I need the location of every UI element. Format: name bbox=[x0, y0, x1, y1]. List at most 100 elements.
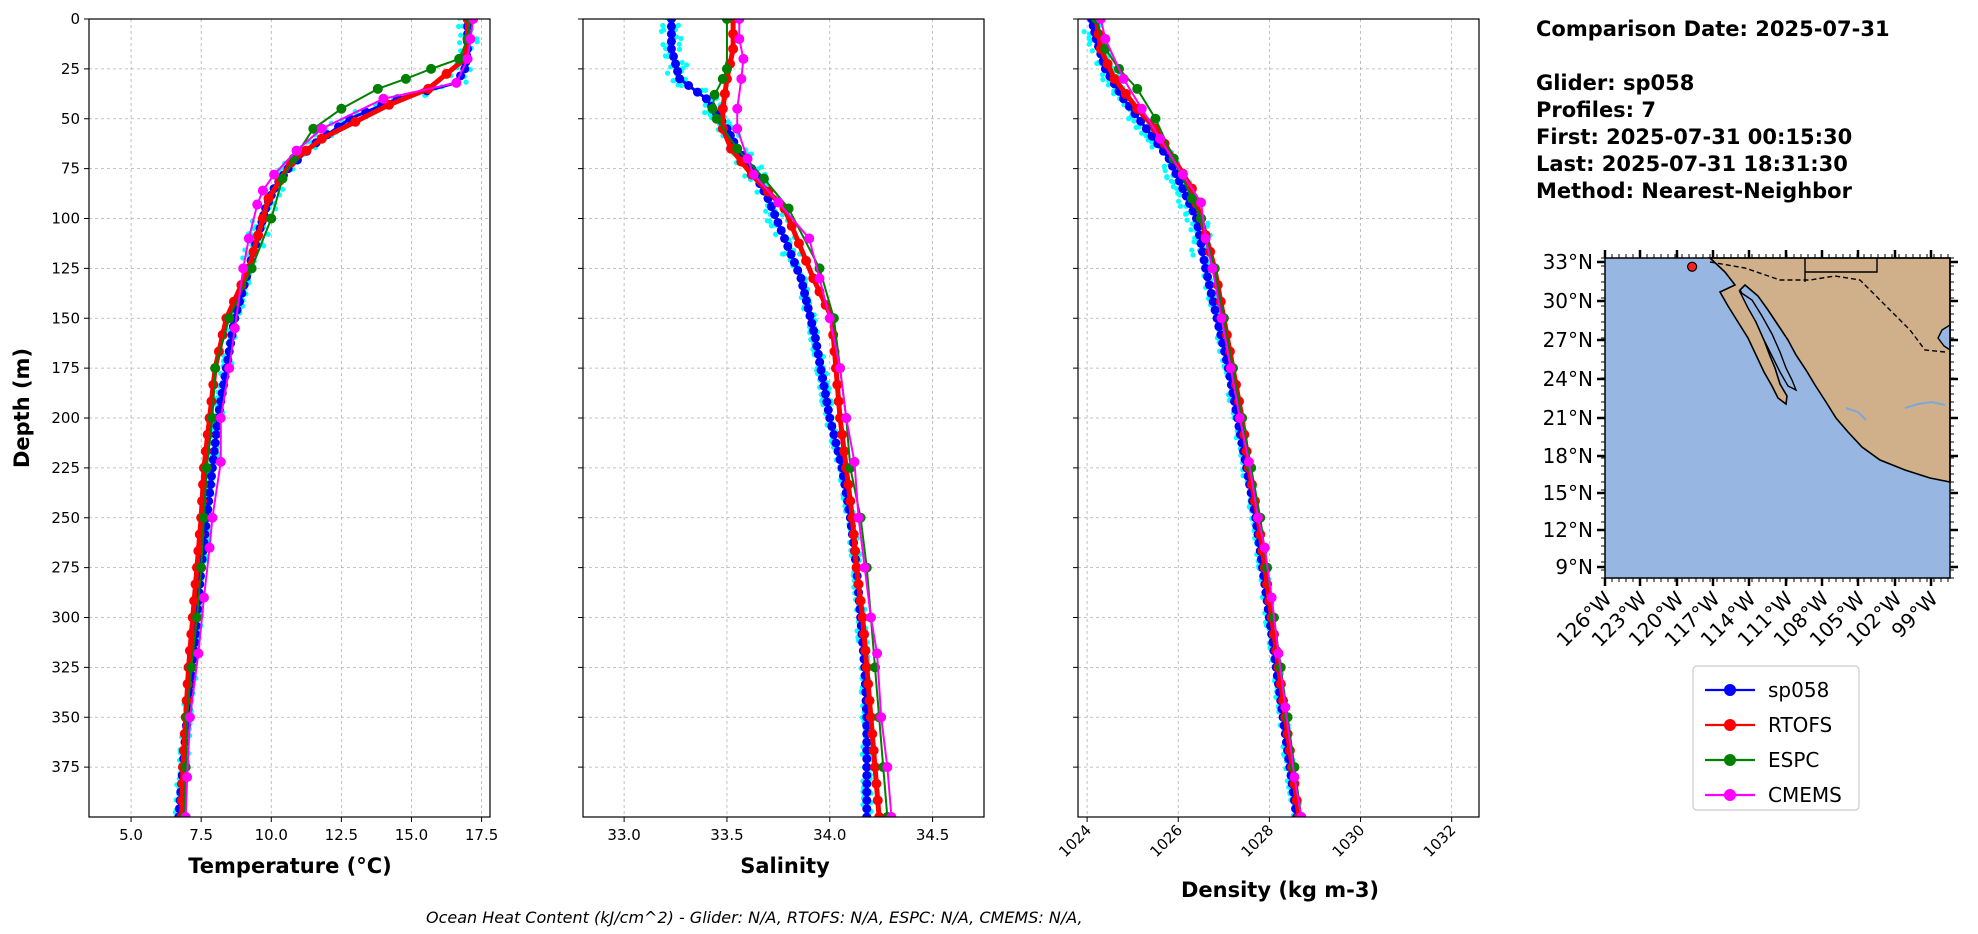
map-lat-label: 9°N bbox=[1555, 555, 1593, 579]
series-marker-rtofs bbox=[863, 679, 874, 689]
series-marker-sp058 bbox=[801, 296, 811, 306]
series-marker-sp058 bbox=[776, 225, 786, 235]
series-marker-espc bbox=[198, 512, 209, 523]
map-lat-label: 21°N bbox=[1543, 406, 1593, 430]
series-marker-sp058 bbox=[862, 787, 872, 797]
glider-name: Glider: sp058 bbox=[1536, 71, 1694, 95]
series-marker-rtofs bbox=[861, 662, 872, 673]
series-marker-rtofs bbox=[301, 145, 312, 156]
series-marker-espc bbox=[191, 612, 202, 623]
x-tick-label: 33.5 bbox=[710, 826, 743, 844]
series-marker-sp058 bbox=[668, 51, 678, 61]
y-tick-label: 250 bbox=[51, 509, 80, 527]
series-marker-cmems bbox=[198, 592, 209, 603]
series-marker-sp058 bbox=[1178, 184, 1188, 194]
glider-observation-point bbox=[457, 19, 462, 21]
series-marker-sp058 bbox=[208, 455, 218, 465]
glider-observation-point bbox=[1164, 175, 1170, 181]
series-marker-espc bbox=[180, 762, 191, 773]
series-marker-rtofs bbox=[253, 230, 264, 241]
series-marker-cmems bbox=[316, 123, 327, 134]
series-marker-rtofs bbox=[839, 446, 850, 457]
series-marker-cmems bbox=[734, 19, 745, 24]
y-tick-label: 200 bbox=[51, 409, 80, 427]
series-marker-cmems bbox=[193, 648, 204, 659]
glider-observation-point bbox=[1177, 192, 1183, 198]
series-marker-sp058 bbox=[1199, 255, 1209, 265]
y-tick-label: 350 bbox=[51, 708, 80, 726]
series-marker-cmems bbox=[734, 33, 745, 44]
series-marker-espc bbox=[1186, 193, 1197, 204]
series-marker-rtofs bbox=[837, 429, 848, 440]
series-marker-cmems bbox=[1296, 812, 1307, 817]
comparison-date: Comparison Date: 2025-07-31 bbox=[1536, 17, 1890, 41]
glider-observation-point bbox=[1081, 28, 1087, 35]
series-marker-sp058 bbox=[701, 94, 711, 104]
series-marker-espc bbox=[308, 123, 319, 134]
series-marker-sp058 bbox=[796, 273, 806, 283]
glider-observation-point bbox=[1133, 124, 1139, 131]
series-marker-sp058 bbox=[673, 66, 683, 76]
series-marker-rtofs bbox=[871, 778, 882, 789]
glider-observation-point bbox=[702, 109, 708, 116]
series-marker-rtofs bbox=[857, 612, 868, 623]
glider-observation-point bbox=[660, 22, 666, 29]
series-marker-espc bbox=[1150, 113, 1161, 124]
y-tick-label: 275 bbox=[51, 559, 80, 577]
series-marker-rtofs bbox=[728, 43, 739, 54]
series-marker-espc bbox=[732, 143, 743, 154]
x-tick-label: 12.5 bbox=[325, 826, 358, 844]
series-marker-rtofs bbox=[855, 595, 866, 606]
series-marker-cmems bbox=[204, 542, 215, 553]
map-lat-label: 15°N bbox=[1543, 481, 1593, 505]
series-marker-cmems bbox=[1266, 592, 1277, 603]
series-marker-rtofs bbox=[793, 238, 804, 249]
glider-observation-point bbox=[703, 87, 709, 93]
series-marker-cmems bbox=[882, 762, 893, 773]
y-tick-label: 0 bbox=[70, 10, 80, 28]
glider-observation-point bbox=[1131, 118, 1137, 124]
glider-observation-point bbox=[1139, 130, 1145, 136]
series-marker-espc bbox=[709, 89, 720, 100]
series-marker-sp058 bbox=[1210, 305, 1220, 315]
series-marker-sp058 bbox=[770, 210, 780, 220]
glider-observation-point bbox=[1189, 247, 1195, 253]
map-lat-label: 18°N bbox=[1543, 444, 1593, 468]
series-marker-espc bbox=[721, 19, 732, 24]
series-marker-sp058 bbox=[819, 381, 829, 391]
series-marker-rtofs bbox=[851, 562, 862, 573]
series-marker-espc bbox=[721, 63, 732, 74]
series-marker-rtofs bbox=[833, 396, 844, 407]
glider-observation-point bbox=[675, 82, 681, 88]
series-marker-cmems bbox=[215, 456, 226, 467]
glider-observation-point bbox=[676, 41, 682, 47]
map-lat-label: 27°N bbox=[1543, 328, 1593, 352]
series-marker-sp058 bbox=[862, 737, 872, 747]
glider-observation-point bbox=[458, 32, 464, 38]
series-marker-sp058 bbox=[666, 19, 676, 24]
glider-observation-point bbox=[1190, 252, 1196, 258]
glider-observation-point bbox=[1161, 163, 1168, 169]
profile-count: Profiles: 7 bbox=[1536, 98, 1656, 122]
glider-observation-point bbox=[456, 40, 463, 46]
series-marker-cmems bbox=[243, 233, 254, 244]
salinity-panel: 33.0 33.5 34.0 34.5 Salinity bbox=[578, 18, 985, 878]
map-gulf-california bbox=[1738, 289, 1798, 392]
glider-observation-point bbox=[679, 59, 685, 66]
series-marker-sp058 bbox=[798, 281, 808, 291]
glider-observation-point bbox=[1100, 77, 1106, 83]
glider-observation-point bbox=[773, 231, 779, 238]
glider-observation-point bbox=[754, 189, 760, 195]
series-marker-cmems bbox=[804, 233, 815, 244]
series-marker-sp058 bbox=[862, 779, 872, 789]
series-marker-cmems bbox=[468, 19, 479, 24]
series-marker-cmems bbox=[229, 323, 240, 334]
series-marker-sp058 bbox=[862, 804, 872, 814]
series-marker-sp058 bbox=[810, 333, 820, 343]
series-marker-cmems bbox=[742, 153, 753, 164]
y-tick-label: 375 bbox=[51, 758, 80, 776]
series-marker-cmems bbox=[849, 456, 860, 467]
glider-observation-point bbox=[782, 251, 788, 257]
series-marker-cmems bbox=[872, 648, 883, 659]
series-marker-sp058 bbox=[812, 341, 822, 351]
